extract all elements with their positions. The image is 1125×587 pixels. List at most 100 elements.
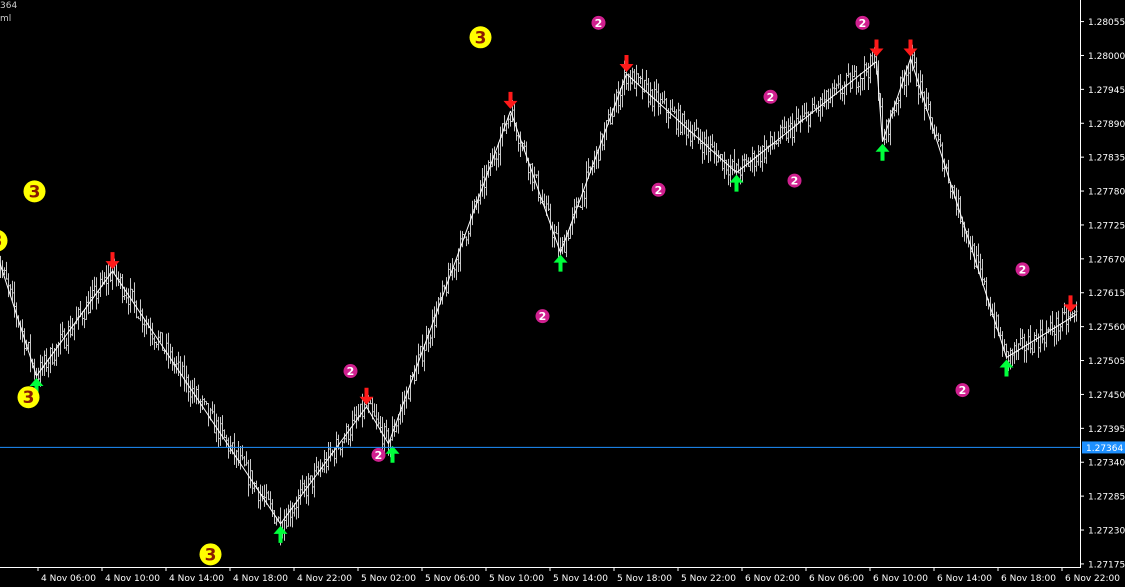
ohlc-bar	[221, 415, 224, 440]
ohlc-bar	[21, 319, 24, 343]
ohlc-bar	[105, 265, 108, 296]
ohlc-bar	[863, 56, 866, 90]
ohlc-bar	[983, 277, 986, 285]
ohlc-bar	[1031, 342, 1034, 356]
ohlc-bar	[271, 499, 274, 517]
time-tick-label: 4 Nov 06:00	[41, 574, 96, 584]
ohlc-bar	[633, 69, 636, 89]
ohlc-bar	[171, 346, 174, 371]
ohlc-bar	[509, 114, 512, 127]
ohlc-bar	[725, 159, 728, 175]
zigzag-segment	[736, 61, 877, 173]
zigzag-segment	[112, 270, 281, 525]
zigzag-segment	[510, 110, 561, 253]
ohlc-bar	[519, 131, 522, 157]
ohlc-bar	[513, 103, 516, 132]
ohlc-bar	[805, 102, 808, 122]
ohlc-bar	[23, 328, 26, 356]
ohlc-bar	[599, 131, 602, 161]
ohlc-bar	[409, 375, 412, 402]
ohlc-bar	[115, 262, 118, 287]
ohlc-bar	[783, 116, 786, 134]
price-tick-label: 1.27890	[1088, 120, 1125, 130]
ohlc-bar	[161, 332, 164, 351]
ohlc-bar	[295, 496, 298, 520]
ohlc-bar	[1047, 327, 1050, 334]
up-arrow-icon	[999, 359, 1014, 377]
ohlc-bar	[243, 456, 246, 467]
ohlc-bar	[135, 300, 138, 319]
ohlc-bar	[185, 365, 188, 393]
ohlc-bar	[645, 69, 648, 92]
ohlc-bar	[617, 81, 620, 114]
ohlc-bar	[691, 124, 694, 149]
ohlc-bar	[827, 88, 830, 110]
ohlc-bar	[179, 356, 182, 387]
ohlc-bar	[799, 115, 802, 133]
ohlc-bar	[683, 110, 686, 135]
zigzag-segment	[560, 73, 627, 253]
ohlc-bar	[267, 490, 270, 501]
ohlc-bar	[913, 51, 916, 68]
ohlc-bar	[155, 341, 158, 348]
ohlc-bar	[323, 450, 326, 473]
marker-label: 2	[655, 184, 663, 197]
ohlc-bar	[11, 280, 14, 301]
ohlc-bar	[689, 121, 692, 147]
ohlc-bar	[779, 124, 782, 144]
up-arrow-icon	[273, 525, 288, 543]
ohlc-bar	[99, 272, 102, 297]
ohlc-bar	[803, 103, 806, 118]
ohlc-bar	[723, 151, 726, 179]
ohlc-bar	[399, 404, 402, 425]
ohlc-bar	[153, 336, 156, 350]
ohlc-bar	[655, 79, 658, 102]
ohlc-bar	[1059, 324, 1062, 340]
ohlc-bar	[727, 158, 730, 186]
marker-label: 2	[767, 91, 775, 104]
marker-circle	[469, 26, 492, 49]
zigzag-segment	[876, 61, 883, 142]
ohlc-bar	[747, 157, 750, 167]
ohlc-bar	[705, 129, 708, 156]
ohlc-bar	[1043, 336, 1046, 351]
ohlc-bar	[829, 88, 832, 104]
time-tick-label: 4 Nov 14:00	[169, 574, 224, 584]
time-tick-label: 4 Nov 10:00	[105, 574, 160, 584]
ohlc-bar	[455, 258, 458, 281]
ohlc-bar	[429, 334, 432, 348]
time-tick-label: 5 Nov 02:00	[361, 574, 416, 584]
up-arrow-shape	[553, 254, 568, 272]
ohlc-bar	[297, 489, 300, 519]
up-arrow-shape	[729, 174, 744, 192]
ohlc-bar	[869, 53, 872, 84]
ohlc-bar	[91, 279, 94, 310]
ohlc-bar	[55, 343, 58, 366]
ohlc-bar	[887, 118, 890, 143]
ohlc-bar	[263, 484, 266, 507]
ohlc-bar	[121, 273, 124, 304]
ohlc-bar	[973, 242, 976, 270]
ohlc-bar	[761, 145, 764, 172]
ohlc-bar	[871, 50, 874, 66]
ohlc-bar	[223, 429, 226, 439]
up-arrow-icon	[729, 174, 744, 192]
down-arrow-icon	[1063, 295, 1078, 313]
marker-label: 2	[347, 365, 355, 378]
price-tick-label: 1.28055	[1088, 18, 1125, 28]
ohlc-bar	[841, 85, 844, 102]
ohlc-bar	[291, 502, 294, 528]
ohlc-bar	[581, 183, 584, 211]
ohlc-bar	[167, 332, 170, 369]
ohlc-bar	[833, 79, 836, 96]
ohlc-bar	[453, 267, 456, 278]
ohlc-bar	[813, 96, 816, 110]
ohlc-bar	[753, 150, 756, 177]
up-arrow-icon	[29, 377, 44, 395]
ohlc-bar	[201, 395, 204, 411]
ohlc-bar	[97, 289, 100, 304]
ohlc-bar	[253, 481, 256, 493]
ohlc-bar	[505, 122, 508, 134]
